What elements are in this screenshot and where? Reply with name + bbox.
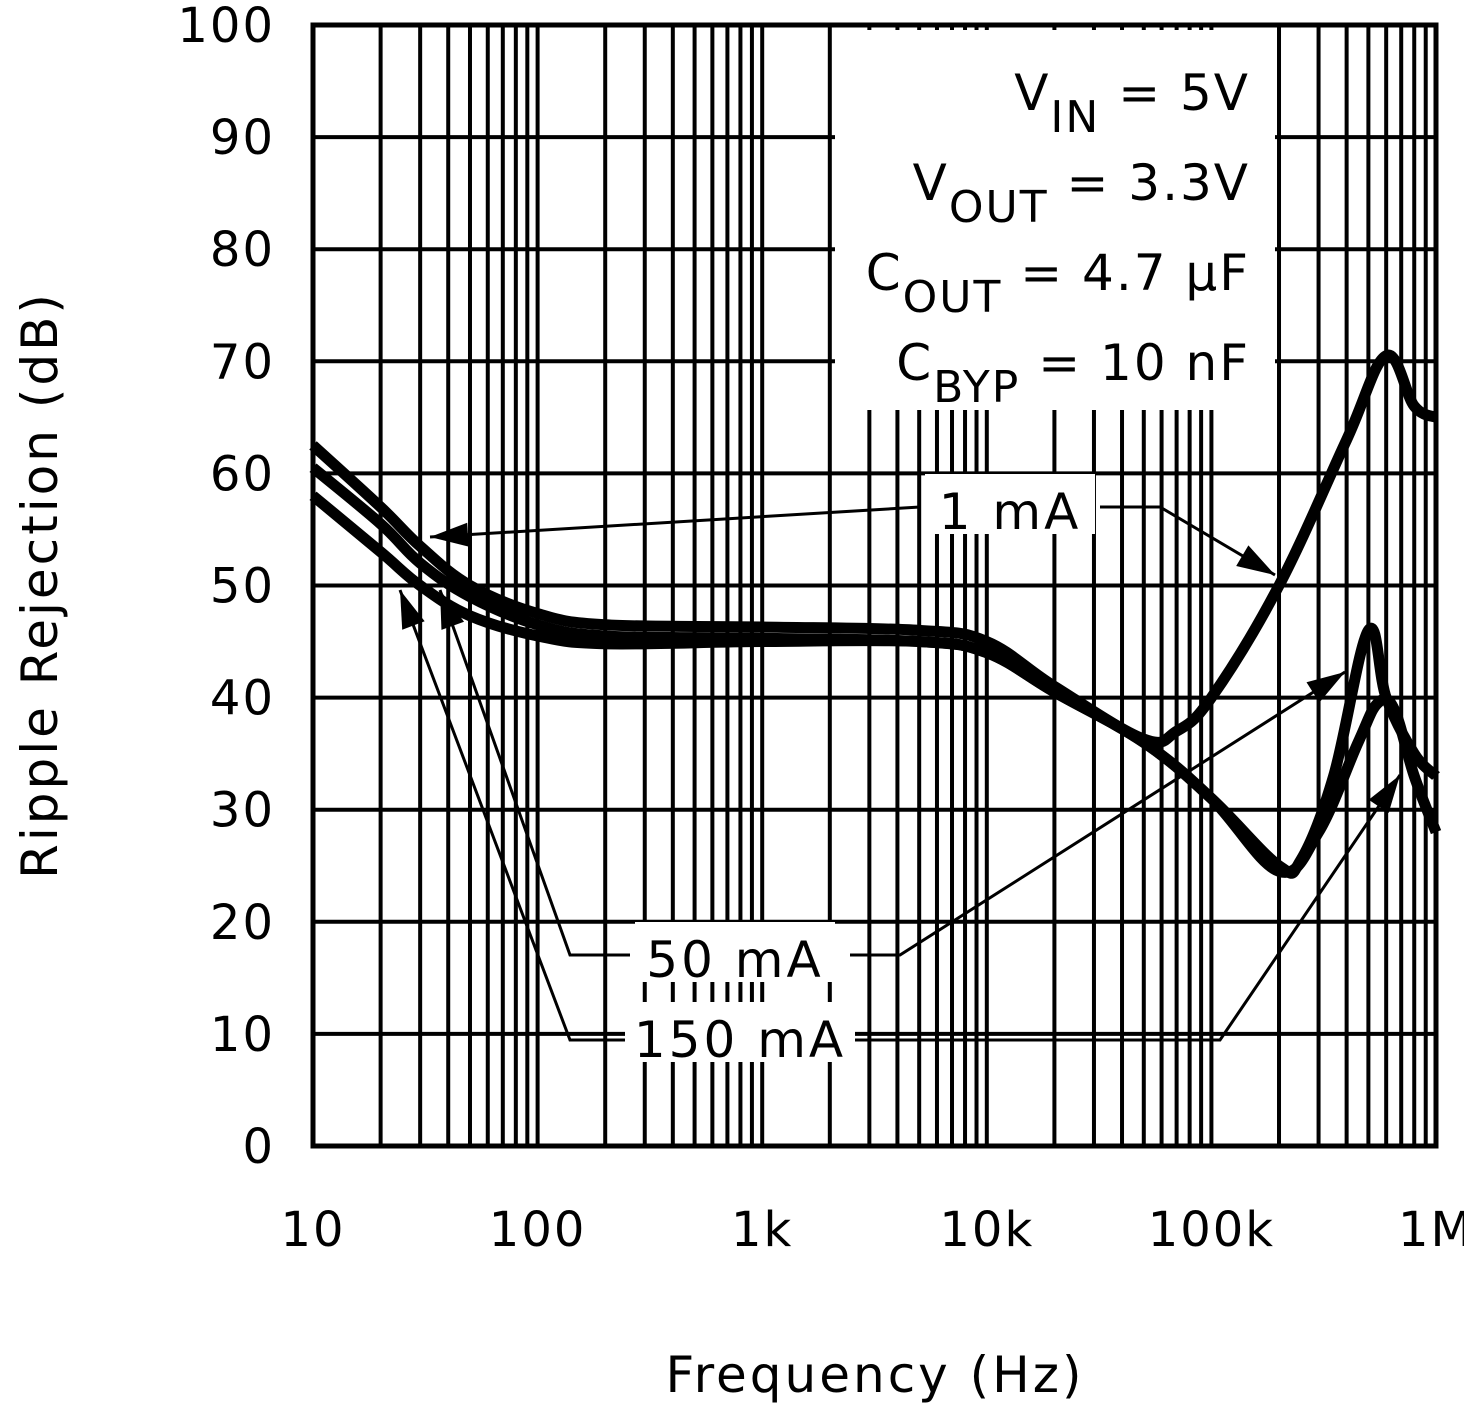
y-tick-label: 80 [210, 222, 275, 278]
x-tick-label: 100 [489, 1202, 587, 1258]
x-tick-label: 100k [1148, 1202, 1275, 1258]
arrowhead [400, 590, 425, 630]
y-tick-label: 90 [210, 110, 275, 166]
y-tick-label: 50 [210, 559, 275, 615]
y-tick-label: 40 [210, 671, 275, 727]
y-tick-label: 60 [210, 446, 275, 502]
series-curve-1ma [309, 349, 1439, 748]
x-tick-label: 10 [280, 1202, 345, 1258]
x-tick-label: 10k [939, 1202, 1034, 1258]
y-tick-label: 10 [210, 1007, 275, 1063]
arrowhead [1368, 775, 1400, 814]
condition-label: VOUT = 3.3V [913, 154, 1250, 233]
y-tick-label: 20 [210, 895, 275, 951]
arrow-50ma-left [438, 589, 630, 957]
annotations: VIN = 5V VOUT = 3.3V COUT = 4.7 µF CBYP = 1… [398, 30, 1402, 1069]
series-label: 1 mA [939, 483, 1082, 541]
arrow-150ma-right [855, 774, 1402, 1042]
series-curve-150ma [309, 491, 1442, 878]
y-axis-label: Ripple Rejection (dB) [11, 291, 69, 879]
series-curve-50ma [309, 463, 1440, 879]
y-tick-label: 100 [177, 0, 275, 54]
condition-label: CBYP = 10 nF [896, 334, 1250, 413]
x-axis-label: Frequency (Hz) [665, 1346, 1084, 1404]
arrow-1ma-left [429, 505, 921, 539]
x-tick-label: 1k [731, 1202, 793, 1258]
arrowhead [1306, 672, 1345, 703]
condition-label: COUT = 4.7 µF [866, 244, 1250, 323]
arrowhead [1236, 545, 1275, 575]
x-tick-label: 1M [1398, 1202, 1464, 1258]
arrowhead [430, 522, 469, 547]
series-curves [309, 349, 1442, 879]
arrow-1ma-right [1100, 505, 1276, 577]
arrowhead [440, 590, 465, 630]
series-label: 50 mA [646, 931, 823, 989]
conditions-background [835, 30, 1275, 410]
condition-label: VIN = 5V [1014, 64, 1250, 143]
series-label-background [925, 474, 1095, 534]
y-tick-label: 0 [242, 1119, 275, 1175]
series-label: 150 mA [634, 1011, 846, 1069]
plot-frame [310, 22, 1439, 1149]
y-tick-label: 70 [210, 334, 275, 390]
arrow-150ma-left [398, 589, 630, 1042]
y-tick-label: 30 [210, 783, 275, 839]
arrow-50ma-right [850, 670, 1346, 957]
series-label-background [625, 1002, 855, 1062]
series-label-background [635, 922, 835, 982]
